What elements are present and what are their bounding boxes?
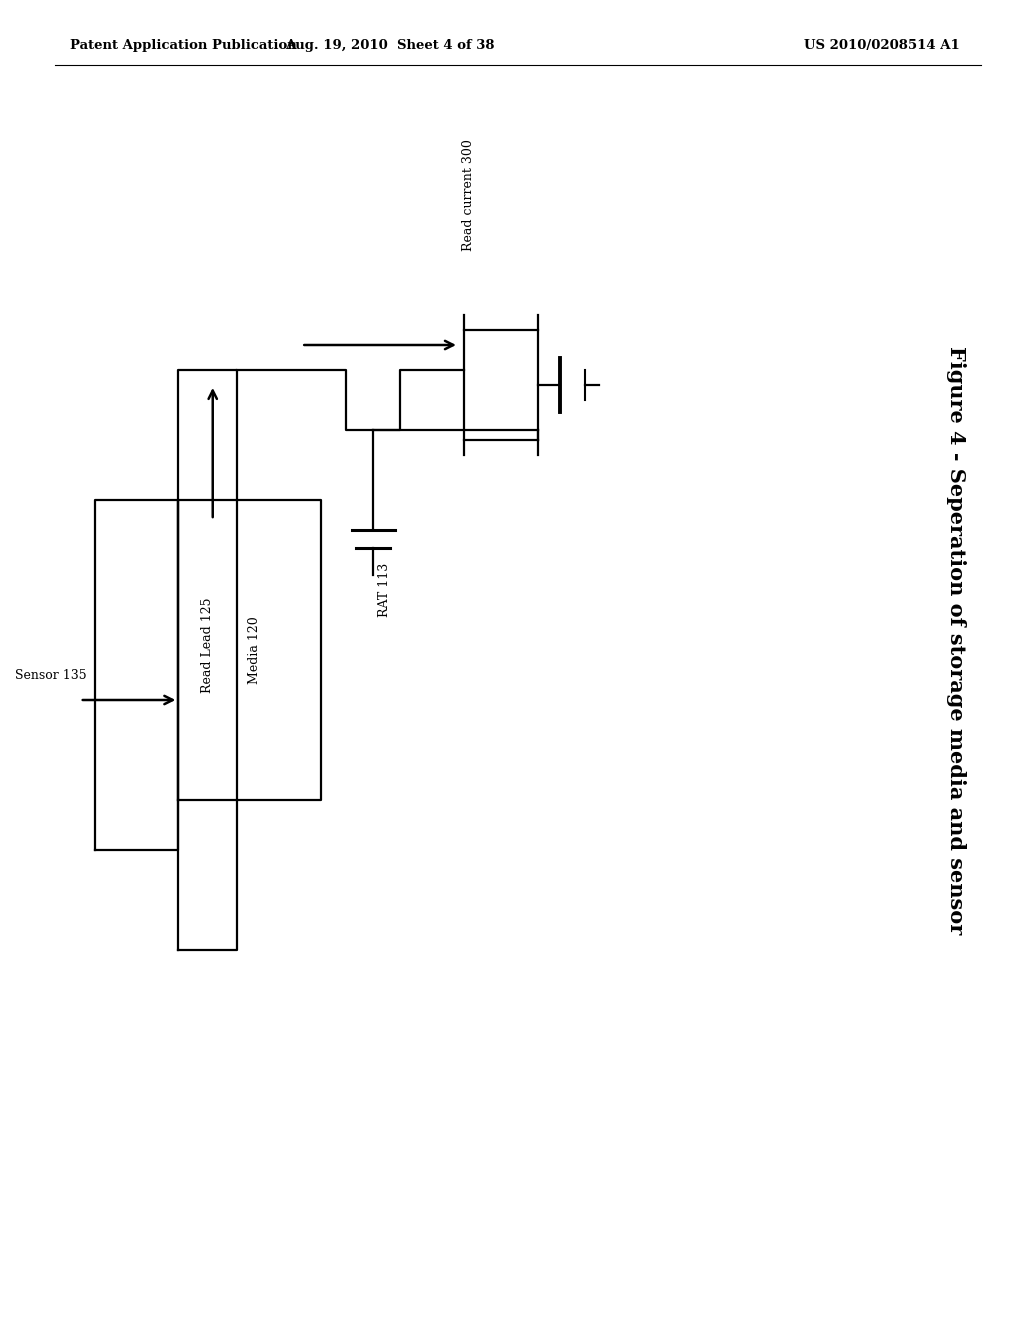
Text: Aug. 19, 2010  Sheet 4 of 38: Aug. 19, 2010 Sheet 4 of 38	[286, 38, 495, 51]
Text: RAT 113: RAT 113	[378, 562, 391, 618]
Text: US 2010/0208514 A1: US 2010/0208514 A1	[804, 38, 961, 51]
Text: Read current 300: Read current 300	[462, 139, 475, 251]
Text: Sensor 135: Sensor 135	[15, 668, 87, 681]
Text: Figure 4 - Seperation of storage media and sensor: Figure 4 - Seperation of storage media a…	[946, 346, 966, 935]
Text: Patent Application Publication: Patent Application Publication	[70, 38, 297, 51]
Text: Media 120: Media 120	[248, 616, 261, 684]
Text: Read Lead 125: Read Lead 125	[202, 597, 214, 693]
